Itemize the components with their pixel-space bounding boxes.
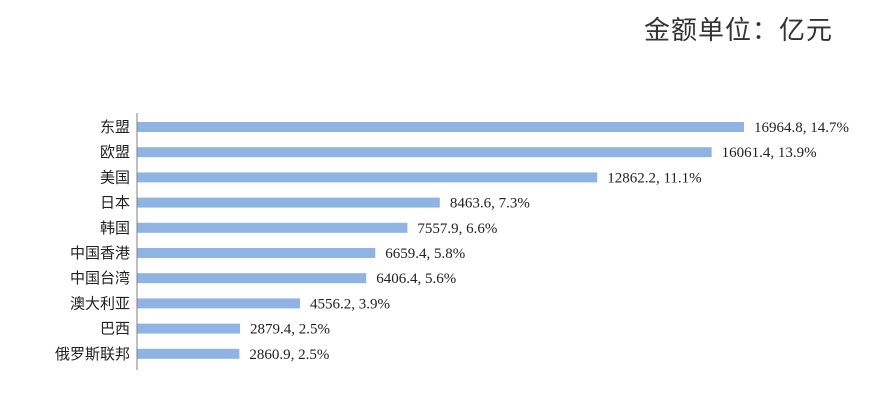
bar bbox=[137, 172, 598, 183]
data-labels: 16964.8, 14.7% 16061.4, 13.9% 12862.2, 11.… bbox=[249, 120, 849, 363]
bar bbox=[137, 348, 240, 359]
unit-label: 金额单位：亿元 bbox=[643, 16, 833, 46]
data-label: 2860.9, 2.5% bbox=[249, 347, 329, 363]
category-label: 澳大利亚 bbox=[70, 294, 130, 312]
bar bbox=[137, 248, 376, 258]
category-label: 日本 bbox=[100, 194, 130, 212]
category-label: 巴西 bbox=[100, 320, 130, 338]
data-label: 8463.6, 7.3% bbox=[450, 196, 530, 212]
category-label: 美国 bbox=[100, 168, 130, 186]
bar bbox=[137, 222, 408, 233]
data-label: 16964.8, 14.7% bbox=[754, 120, 849, 136]
bars bbox=[137, 122, 744, 359]
category-label: 东盟 bbox=[100, 118, 130, 136]
bar bbox=[137, 197, 440, 208]
bar bbox=[137, 122, 744, 132]
data-label: 12862.2, 11.1% bbox=[607, 170, 701, 186]
category-label: 欧盟 bbox=[100, 143, 130, 161]
data-label: 2879.4, 2.5% bbox=[250, 322, 330, 338]
category-label: 中国香港 bbox=[70, 244, 130, 262]
category-label: 俄罗斯联邦 bbox=[55, 345, 130, 363]
data-label: 4556.2, 3.9% bbox=[310, 296, 390, 312]
bar bbox=[137, 147, 712, 158]
category-label: 韩国 bbox=[100, 219, 130, 237]
data-label: 7557.9, 6.6% bbox=[417, 221, 497, 237]
category-label: 中国台湾 bbox=[70, 269, 130, 287]
bar bbox=[137, 323, 241, 334]
bar bbox=[137, 273, 367, 284]
data-label: 6406.4, 5.6% bbox=[376, 271, 456, 287]
data-label: 16061.4, 13.9% bbox=[722, 145, 817, 161]
bar bbox=[137, 298, 301, 309]
data-label: 6659.4, 5.8% bbox=[385, 246, 465, 262]
